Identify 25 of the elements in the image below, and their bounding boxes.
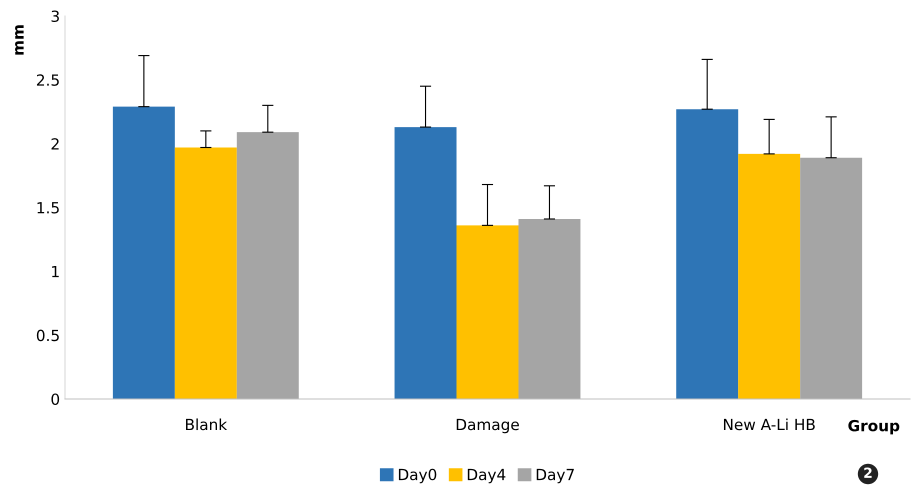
y-tick-label: 2.5 <box>36 74 59 86</box>
legend-label: Day7 <box>536 468 574 484</box>
y-tick-label: 1.5 <box>38 202 59 214</box>
bar <box>112 106 175 399</box>
bar <box>236 132 299 399</box>
text: 2 <box>864 468 872 478</box>
bar <box>174 147 237 399</box>
y-tick-label: 1 <box>52 266 59 278</box>
x-tick-label: Blank <box>186 418 228 430</box>
bar <box>518 218 580 399</box>
bar <box>456 225 518 399</box>
legend-label: Day4 <box>468 468 506 484</box>
y-tick-label: 0.5 <box>36 330 59 342</box>
bar <box>738 154 800 399</box>
y-tick-label: 0 <box>51 393 60 406</box>
x-axis-title: Group <box>848 420 900 434</box>
y-tick-label: 2 <box>52 138 59 150</box>
bar <box>676 109 738 399</box>
x-tick-label: Damage <box>456 418 519 434</box>
legend-label: Day0 <box>398 468 436 484</box>
y-axis-title: mm <box>15 25 24 55</box>
bar <box>800 158 862 399</box>
y-tick-label: 3 <box>52 10 59 22</box>
x-tick-label: New A-Li HB <box>724 418 815 430</box>
bar <box>394 127 457 399</box>
